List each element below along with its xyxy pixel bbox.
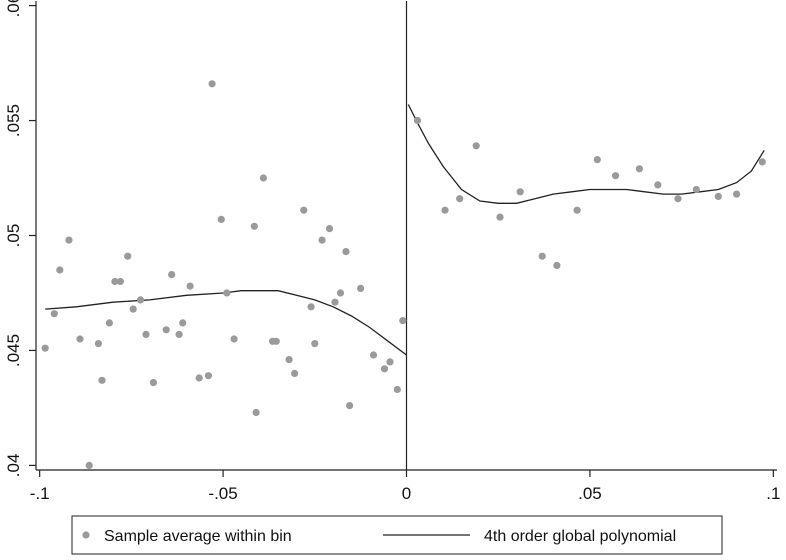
scatter-point: [230, 335, 238, 343]
scatter-point: [654, 181, 662, 189]
y-tick-label: .06: [4, 0, 23, 17]
y-tick-label: .04: [4, 454, 23, 478]
scatter-point: [41, 344, 49, 352]
scatter-point: [393, 385, 401, 394]
scatter-point: [758, 158, 766, 166]
x-tick-label: 0: [402, 484, 411, 503]
scatter-point: [116, 277, 124, 286]
scatter-point: [223, 289, 231, 297]
plot-area: -.1 -.05 0 .05 .1 .04 .045 .05 .055 .06: [4, 0, 780, 503]
scatter-point: [456, 195, 464, 203]
scatter-point: [386, 358, 394, 366]
scatter-point: [208, 80, 216, 88]
x-tick-label: .05: [578, 484, 602, 503]
scatter-point: [85, 461, 93, 469]
scatter-point: [76, 335, 84, 343]
scatter-point: [413, 116, 422, 125]
scatter-point: [336, 289, 345, 297]
scatter-point: [250, 222, 258, 230]
scatter-point: [357, 284, 365, 292]
x-tick-label: .1: [766, 484, 780, 503]
scatter-point: [692, 185, 700, 194]
scatter-point: [105, 319, 113, 327]
legend-label-scatter: Sample average within bin: [104, 528, 292, 545]
scatter-point: [300, 206, 308, 214]
y-tick-label: .045: [4, 334, 23, 367]
scatter-point: [285, 356, 293, 364]
scatter-point: [399, 317, 407, 325]
y-tick-label: .055: [4, 104, 23, 137]
scatter-point: [573, 206, 581, 214]
scatter-point: [635, 165, 644, 173]
fit-line-right: [407, 104, 765, 204]
scatter-point: [129, 305, 137, 313]
scatter-point: [612, 172, 620, 180]
scatter-point: [272, 337, 280, 345]
legend: Sample average within bin 4th order glob…: [71, 515, 723, 555]
scatter-point: [307, 303, 315, 311]
scatter-point: [124, 252, 132, 260]
scatter-point: [142, 330, 150, 338]
scatter-point: [311, 340, 319, 348]
scatter-point: [369, 351, 378, 359]
scatter-point: [472, 142, 480, 150]
scatter-point: [217, 215, 225, 223]
scatter-point: [516, 188, 524, 196]
x-tick-label: -.1: [30, 484, 50, 503]
scatter-point: [380, 365, 389, 373]
scatter-point: [162, 326, 170, 334]
scatter-point: [195, 374, 203, 382]
scatter-point: [553, 261, 561, 269]
scatter-point: [175, 330, 183, 338]
scatter-point: [98, 376, 106, 384]
scatter-point: [186, 282, 194, 290]
scatter-point: [179, 319, 187, 327]
scatter-point: [204, 372, 212, 380]
scatter-point: [252, 408, 260, 417]
scatter-point: [674, 195, 682, 203]
scatter-point: [50, 310, 58, 318]
scatter-point: [346, 402, 354, 410]
scatter-point: [441, 206, 449, 214]
y-tick-label: .05: [4, 224, 23, 248]
scatter-point: [291, 369, 299, 377]
scatter-point: [259, 174, 267, 182]
scatter-point: [538, 252, 546, 260]
legend-marker-scatter: [82, 531, 90, 539]
scatter-point: [136, 296, 145, 304]
scatter-point: [65, 236, 73, 244]
scatter-point: [714, 192, 722, 200]
scatter-point: [56, 266, 64, 274]
fit-line-left: [45, 290, 407, 356]
scatter-point: [318, 236, 326, 244]
scatter-point: [496, 213, 504, 221]
scatter-point: [733, 190, 741, 198]
scatter-point: [149, 379, 157, 387]
scatter-point: [111, 277, 119, 286]
scatter-point: [593, 156, 601, 164]
scatter-point: [325, 225, 334, 233]
scatter-point: [94, 340, 102, 348]
scatter-point: [168, 271, 176, 279]
scatter-point: [331, 298, 339, 306]
x-tick-label: -.05: [208, 484, 237, 503]
scatter-point: [342, 248, 350, 256]
legend-label-line: 4th order global polynomial: [484, 528, 676, 545]
